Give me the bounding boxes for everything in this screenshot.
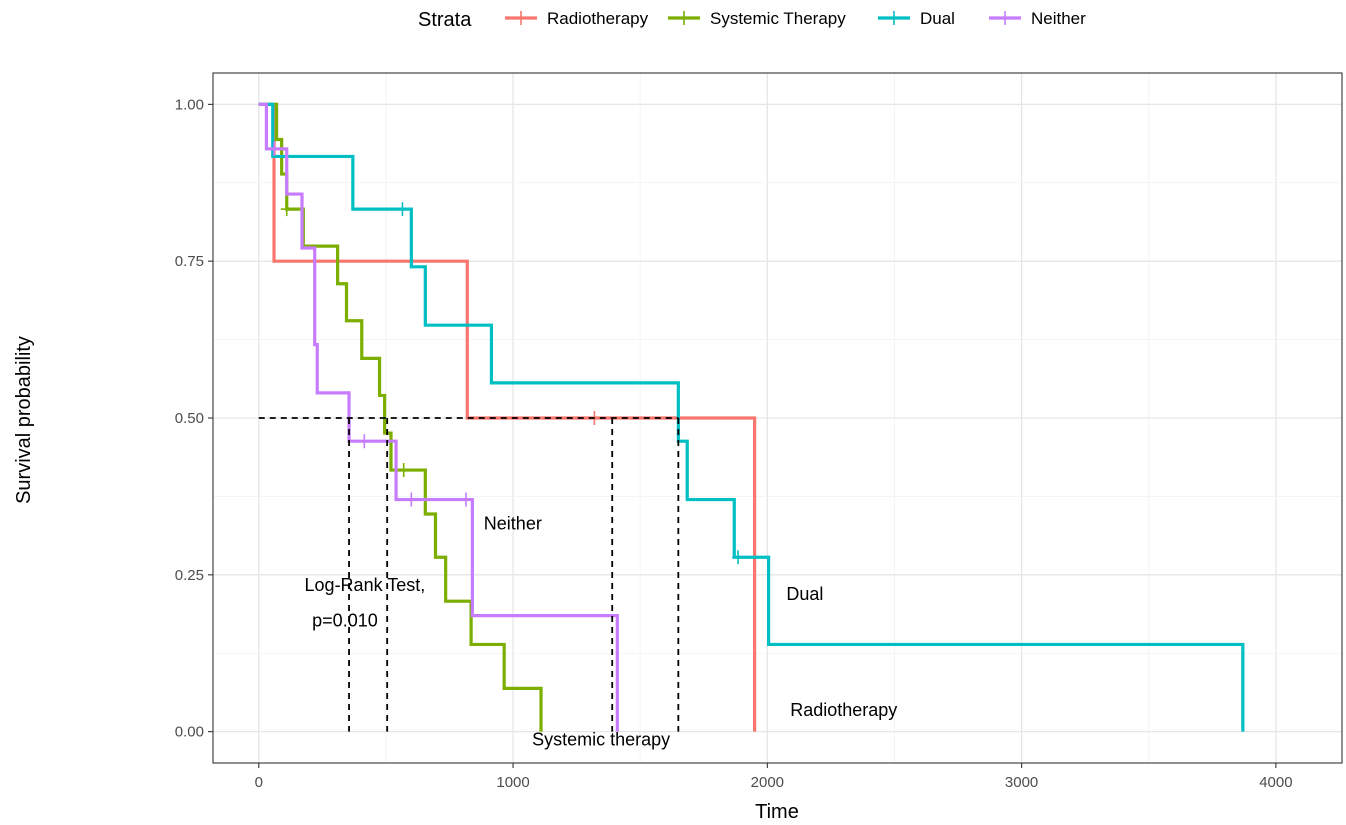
annotation-log-rank-test: Log-Rank Test, <box>305 575 426 595</box>
legend-title: Strata <box>418 9 472 31</box>
series-neither <box>258 102 619 732</box>
grid <box>213 73 1342 763</box>
y-tick-label: 1.00 <box>175 96 204 113</box>
survival-curves <box>258 102 1245 732</box>
legend-label: Radiotherapy <box>547 9 649 28</box>
y-axis: 0.00 0.25 0.50 0.75 1.00 <box>175 96 213 741</box>
x-axis: 0 1000 2000 3000 4000 <box>255 763 1293 791</box>
legend: Strata Radiotherapy Systemic Therapy Dual N… <box>418 9 1086 31</box>
annotation-neither: Neither <box>484 514 542 534</box>
x-tick-label: 4000 <box>1259 774 1292 791</box>
annotation-p-0-010: p=0.010 <box>312 610 378 630</box>
annotation-dual: Dual <box>786 584 823 604</box>
legend-label: Dual <box>920 9 955 28</box>
y-axis-title: Survival probability <box>13 336 35 504</box>
legend-label: Systemic Therapy <box>710 9 846 28</box>
x-tick-label: 0 <box>255 774 263 791</box>
series-dual <box>258 102 1245 732</box>
y-tick-label: 0.00 <box>175 724 204 741</box>
curve-neither <box>258 102 619 732</box>
legend-entry-neither: Neither <box>989 9 1086 28</box>
x-tick-label: 3000 <box>1005 774 1038 791</box>
y-tick-label: 0.75 <box>175 253 204 270</box>
legend-entry-radiotherapy: Radiotherapy <box>505 9 649 28</box>
legend-label: Neither <box>1031 9 1086 28</box>
curve-dual <box>258 102 1245 732</box>
x-tick-label: 1000 <box>496 774 529 791</box>
legend-entry-systemic-therapy: Systemic Therapy <box>668 9 846 28</box>
annotation-systemic-therapy: Systemic therapy <box>532 729 670 749</box>
annotation-radiotherapy: Radiotherapy <box>790 700 897 720</box>
legend-entry-dual: Dual <box>878 9 955 28</box>
y-tick-label: 0.50 <box>175 410 204 427</box>
y-tick-label: 0.25 <box>175 567 204 584</box>
x-axis-title: Time <box>755 801 799 823</box>
median-lines <box>258 417 680 732</box>
annotations: Log-Rank Test, p=0.010 Neither Dual Radiothe… <box>305 514 898 750</box>
x-tick-label: 2000 <box>751 774 784 791</box>
